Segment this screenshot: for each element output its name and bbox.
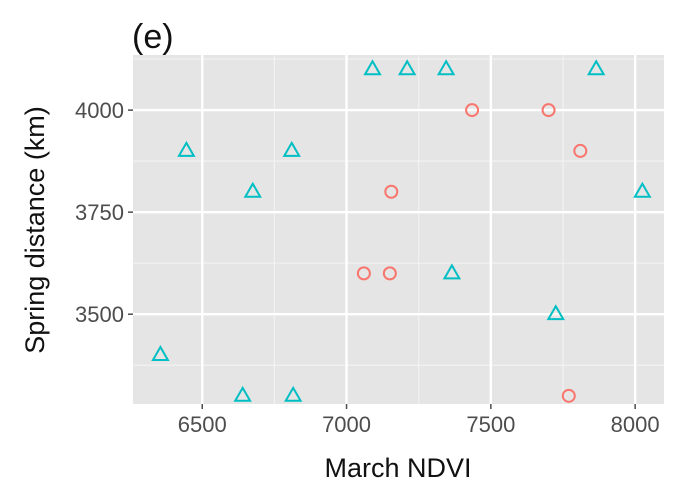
y-tick-label: 3750 — [75, 200, 124, 225]
triangle-point — [282, 140, 301, 157]
x-tick-label: 6500 — [178, 412, 227, 437]
x-tick-label: 8000 — [611, 412, 660, 437]
axis-layer: 6500 7000 7500 8000 3500 3750 4000 — [75, 98, 660, 437]
triangle-point — [546, 304, 565, 321]
circle-point — [465, 103, 480, 118]
circle-point — [356, 266, 371, 281]
circle-point — [384, 184, 399, 199]
x-tick-label: 7000 — [322, 412, 371, 437]
triangle-point — [151, 345, 170, 361]
triangle-point — [363, 59, 382, 76]
triangle-point — [243, 181, 262, 198]
triangle-point — [397, 59, 417, 76]
x-tick-label: 7500 — [466, 412, 515, 437]
circle-point — [541, 103, 556, 118]
triangle-point — [233, 385, 252, 402]
x-axis-title: March NDVI — [324, 453, 471, 483]
y-tick-label: 3500 — [75, 302, 124, 327]
triangle-point — [177, 140, 196, 157]
triangle-point — [442, 263, 462, 280]
grid-layer — [133, 55, 664, 404]
circle-point — [382, 266, 397, 281]
triangle-point — [436, 59, 456, 76]
y-axis-title: Spring distance (km) — [20, 106, 50, 354]
plot-panel — [133, 55, 664, 404]
panel-label: (e) — [132, 18, 174, 56]
triangle-point — [633, 181, 652, 198]
y-tick-label: 4000 — [75, 98, 124, 123]
circle-point — [573, 143, 588, 158]
triangle-point — [283, 385, 303, 402]
triangle-point — [587, 59, 606, 76]
points-layer — [151, 59, 652, 403]
circle-point — [561, 388, 576, 403]
